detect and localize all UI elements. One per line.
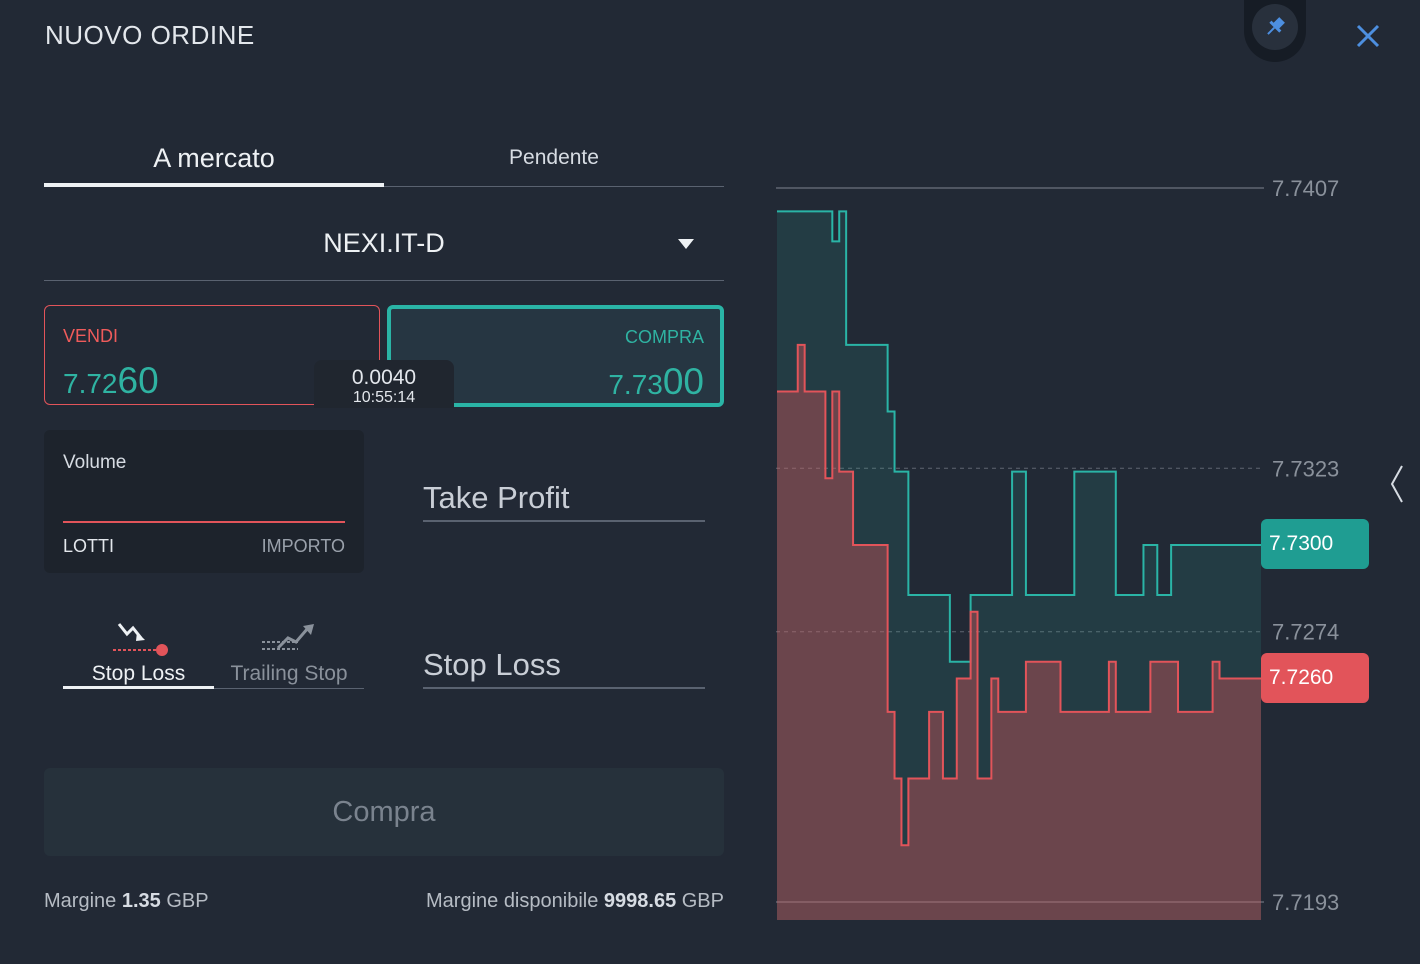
spread-value: 0.0040 [351, 366, 417, 389]
volume-unit-lots[interactable]: LOTTI [63, 536, 115, 556]
current-buy-price-tag: 7.7300 [1261, 519, 1369, 569]
symbol-select[interactable]: NEXI.IT-D [44, 210, 724, 281]
chevron-left-icon[interactable] [1386, 462, 1408, 506]
sell-button[interactable]: VENDI 7.7260 [44, 305, 380, 405]
take-profit-input[interactable]: Take Profit [423, 480, 705, 522]
y-tick-label: 7.7274 [1272, 620, 1339, 645]
tab-trailing-stop[interactable]: Trailing Stop [214, 618, 364, 690]
tab-stop-loss[interactable]: Stop Loss [63, 618, 214, 690]
current-sell-price-tag: 7.7260 [1261, 653, 1369, 703]
tab-market[interactable]: A mercato [153, 142, 275, 173]
trailing-stop-icon [262, 624, 314, 650]
available-margin-info: Margine disponibile 9998.65 GBP [426, 890, 724, 912]
submit-buy-button[interactable]: Compra [44, 768, 724, 856]
tab-pending[interactable]: Pendente [509, 146, 599, 169]
series-line-1 [777, 343, 1261, 847]
chevron-down-icon [678, 239, 694, 249]
stop-loss-icon [113, 623, 168, 656]
trailing-stop-tab-label: Trailing Stop [230, 662, 348, 685]
symbol-name: NEXI.IT-D [323, 228, 445, 258]
buy-price: 7.7300 [608, 361, 704, 402]
y-tick-label: 7.7407 [1272, 176, 1339, 201]
volume-field[interactable]: Volume LOTTI IMPORTO [44, 430, 364, 573]
series-area-0 [777, 211, 1261, 921]
stop-loss-tab-label: Stop Loss [91, 662, 186, 685]
volume-unit-amount[interactable]: IMPORTO [261, 536, 345, 556]
close-button[interactable] [1350, 18, 1386, 54]
sell-label: VENDI [63, 326, 119, 346]
sell-price: 7.7260 [63, 360, 159, 401]
stop-loss-input[interactable]: Stop Loss [423, 647, 705, 689]
close-icon [1356, 24, 1380, 48]
spread-badge: 0.0040 10:55:14 [314, 360, 454, 408]
active-tab-indicator [44, 183, 384, 187]
volume-input-line [63, 521, 345, 523]
page-title: NUOVO ORDINE [45, 20, 255, 50]
pin-icon [1252, 4, 1298, 50]
margin-info: Margine 1.35 GBP [44, 890, 209, 912]
volume-label: Volume [63, 452, 127, 473]
buy-label: COMPRA [624, 327, 704, 347]
y-tick-label: 7.7193 [1272, 890, 1339, 915]
y-tick-label: 7.7323 [1272, 456, 1339, 481]
price-chart: 7.7407 7.7323 7.7274 7.7193 [776, 176, 1339, 921]
stop-loss-tab-indicator [63, 686, 214, 689]
pin-button[interactable] [1244, 0, 1306, 62]
series-line-0 [777, 210, 1261, 663]
series-area-1 [777, 344, 1261, 920]
spread-time: 10:55:14 [352, 389, 416, 406]
trailing-stop-tab-divider [214, 688, 364, 689]
tab-divider [384, 186, 724, 187]
